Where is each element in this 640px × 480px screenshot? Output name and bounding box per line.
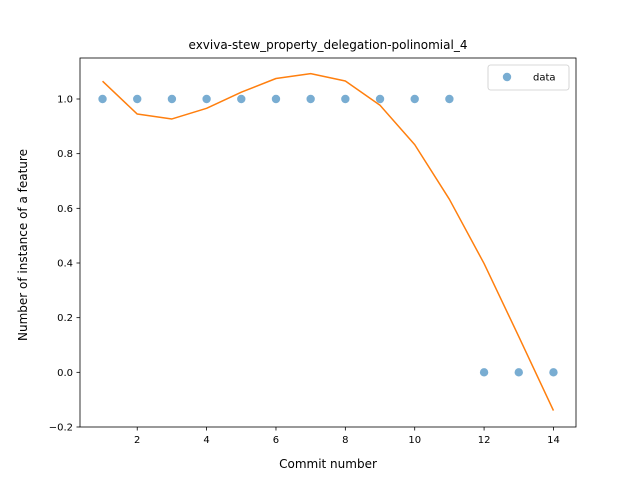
data-point	[202, 94, 211, 104]
data-point	[445, 94, 454, 104]
legend: data	[487, 64, 570, 91]
x-tick-label: 12	[478, 435, 491, 446]
x-tick-label: 8	[342, 435, 348, 446]
data-point	[133, 94, 142, 104]
data-point	[98, 94, 107, 104]
y-tick-label: −0.2	[49, 423, 73, 434]
y-tick-label: 0.2	[57, 313, 73, 324]
chart-title: exviva-stew_property_delegation-polinomi…	[189, 38, 468, 52]
x-tick-label: 14	[547, 435, 560, 446]
data-point	[167, 94, 177, 104]
data-point	[549, 368, 558, 377]
x-tick-label: 4	[203, 435, 209, 446]
data-point	[341, 94, 350, 104]
legend-label: data	[533, 73, 556, 84]
data-point	[237, 94, 246, 104]
y-tick-label: 0.0	[57, 368, 73, 379]
data-point	[410, 94, 419, 104]
plot-area: 2 4 6 8 10 12 14 −0.2 0.0 0.2 0.4 0.6 0.8 1.0	[49, 57, 577, 446]
x-tick-label: 10	[408, 435, 421, 446]
axes-frame	[79, 57, 577, 428]
y-tick-label: 0.6	[57, 204, 73, 215]
data-point	[514, 368, 523, 377]
x-tick-label: 6	[273, 435, 279, 446]
legend-box	[487, 64, 570, 91]
y-axis-label: Number of instance of a feature	[16, 149, 30, 341]
x-axis-label: Commit number	[279, 457, 377, 471]
data-point	[479, 368, 489, 377]
y-tick-label: 0.8	[57, 149, 73, 160]
data-point	[306, 94, 315, 104]
x-tick-label: 2	[134, 435, 140, 446]
y-tick-label: 0.4	[57, 259, 73, 270]
fit-line	[102, 72, 555, 411]
y-tick-label: 1.0	[57, 95, 73, 106]
data-point	[271, 94, 281, 104]
legend-marker	[502, 72, 512, 82]
data-point	[375, 94, 385, 104]
